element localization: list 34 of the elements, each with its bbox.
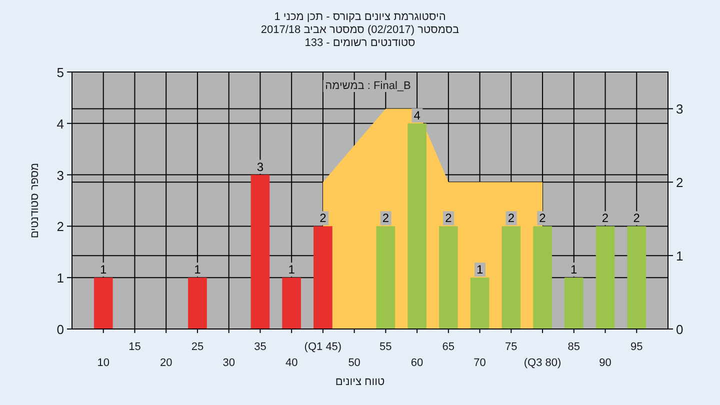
x-axis-title: טווח ציונים [335, 376, 385, 388]
x-tick-label: 10 [97, 357, 110, 369]
x-tick-label: 65 [442, 341, 455, 353]
x-tick-label: 55 [380, 341, 392, 353]
y2-tick-label: 1 [676, 248, 684, 264]
y-tick-label: 3 [56, 168, 64, 183]
x-tick-label: 15 [128, 341, 141, 353]
x-tick-label: 75 [505, 341, 518, 353]
x-tick-label: 40 [285, 357, 298, 369]
x-tick-label: 90 [599, 357, 612, 369]
x-tick-label: 50 [348, 357, 360, 369]
x-tick-label: 30 [222, 357, 235, 369]
x-tick-label: (Q3 80) [524, 357, 562, 369]
x-tick-label: 60 [410, 357, 424, 369]
x-tick-label: 35 [254, 341, 266, 353]
y2-tick-label: 3 [676, 102, 684, 117]
y-tick-label: 2 [56, 219, 64, 234]
x-tick-label: (Q1 45) [304, 341, 342, 353]
y-axis-title: מספר סטודנטים [29, 162, 41, 238]
y2-tick-label: 0 [676, 322, 684, 337]
y-tick-label: 0 [56, 322, 64, 337]
chart-subtitle: בסמסטר (02/2017) סמסטר אביב 2017/18 [260, 24, 460, 36]
text: סטודנטים רשומים - 133 [304, 37, 416, 49]
y-tick-label: 1 [56, 270, 64, 286]
x-tick-label: 25 [191, 341, 204, 353]
annotation: במשימה : Final_B [325, 80, 411, 92]
y2-tick-label: 2 [676, 175, 684, 190]
x-tick-label: 85 [568, 341, 580, 353]
x-tick-label: 70 [474, 357, 486, 369]
y-tick-label: 5 [56, 65, 64, 80]
y-tick-label: 4 [56, 116, 64, 132]
x-tick-label: 95 [630, 341, 643, 353]
chart-title: היסטוגרמת ציונים בקורס - תכן מכני 1 [274, 11, 446, 23]
x-tick-label: 20 [160, 357, 172, 369]
